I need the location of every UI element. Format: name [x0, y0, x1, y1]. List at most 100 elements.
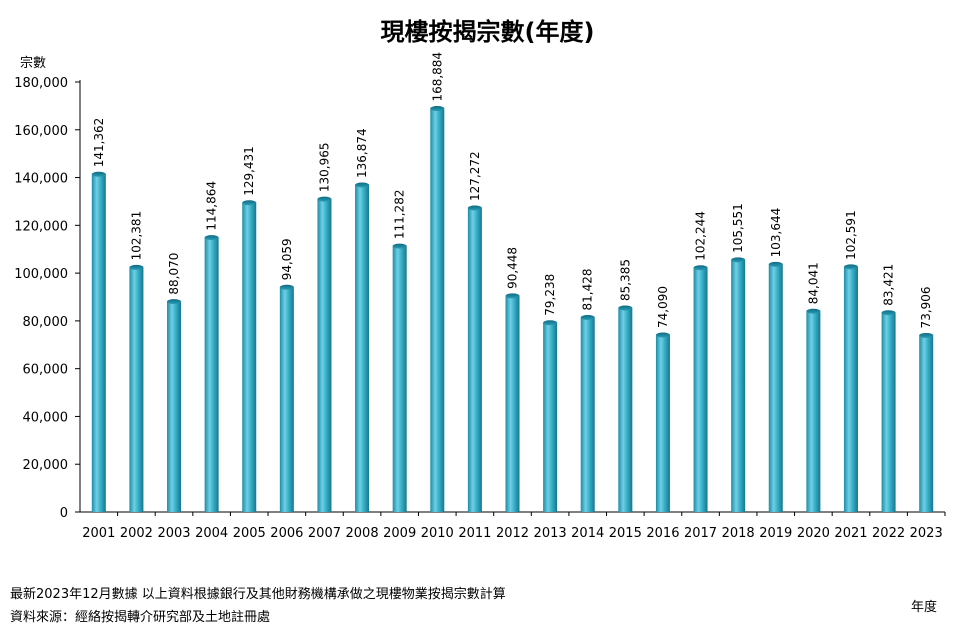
x-tick-label: 2015 [609, 526, 642, 541]
bar-2011 [467, 207, 482, 512]
bar-2002 [129, 267, 144, 512]
value-label-2003: 88,070 [167, 253, 181, 295]
value-label-2007: 130,965 [317, 143, 331, 193]
x-tick-label: 2001 [82, 526, 115, 541]
bar-cap-2014 [580, 314, 595, 320]
bar-cap-2013 [543, 320, 558, 326]
value-label-2009: 111,282 [393, 190, 407, 240]
y-tick-label: 0 [60, 506, 68, 521]
value-label-2019: 103,644 [769, 208, 783, 258]
bar-2023 [919, 335, 934, 512]
x-tick-label: 2008 [346, 526, 379, 541]
bar-2015 [618, 308, 633, 512]
bar-cap-2016 [655, 332, 670, 338]
bar-2016 [655, 335, 670, 512]
y-axis-label: 宗數 [20, 56, 47, 71]
y-tick-label: 160,000 [14, 124, 68, 139]
y-tick-label: 180,000 [14, 76, 68, 91]
bar-cap-2019 [768, 261, 783, 267]
footnote-source: 資料來源：經絡按揭轉介研究部及土地註冊處 [10, 610, 271, 625]
bar-cap-2001 [91, 171, 106, 177]
bar-cap-2022 [881, 310, 896, 316]
bar-cap-2011 [467, 205, 482, 211]
x-tick-label: 2004 [195, 526, 228, 541]
value-label-2023: 73,906 [919, 286, 933, 328]
x-tick-label: 2023 [910, 526, 943, 541]
x-tick-label: 2005 [233, 526, 266, 541]
x-tick-label: 2018 [722, 526, 755, 541]
bar-2022 [881, 312, 896, 512]
bar-2021 [843, 266, 858, 512]
x-tick-label: 2003 [157, 526, 190, 541]
x-tick-label: 2017 [684, 526, 717, 541]
bar-cap-2008 [355, 182, 370, 188]
value-label-2006: 94,059 [280, 238, 294, 280]
value-label-2004: 114,864 [205, 181, 219, 231]
x-tick-label: 2016 [646, 526, 679, 541]
bar-2018 [731, 259, 746, 512]
bar-cap-2015 [618, 305, 633, 311]
value-label-2010: 168,884 [430, 52, 444, 102]
x-tick-label: 2007 [308, 526, 341, 541]
bar-cap-2006 [279, 284, 294, 290]
x-tick-label: 2020 [797, 526, 830, 541]
bar-cap-2007 [317, 196, 332, 202]
y-tick-label: 20,000 [23, 458, 69, 473]
bar-cap-2009 [392, 243, 407, 249]
value-label-2018: 105,551 [731, 203, 745, 253]
bar-2008 [355, 185, 370, 512]
value-label-2014: 81,428 [581, 268, 595, 310]
value-label-2020: 84,041 [806, 262, 820, 304]
bar-2005 [242, 202, 257, 513]
bar-2020 [806, 311, 821, 512]
bar-cap-2005 [242, 200, 257, 206]
bar-cap-2020 [806, 308, 821, 314]
value-label-2022: 83,421 [882, 264, 896, 306]
bar-2010 [430, 108, 445, 513]
bar-cap-2012 [505, 293, 520, 299]
bar-2001 [91, 174, 106, 513]
value-label-2012: 90,448 [506, 247, 520, 289]
bar-cap-2004 [204, 235, 219, 241]
bar-cap-2023 [919, 332, 934, 338]
bar-2003 [167, 301, 182, 512]
y-tick-label: 120,000 [14, 219, 68, 234]
x-tick-label: 2021 [834, 526, 867, 541]
bar-2007 [317, 199, 332, 512]
x-tick-label: 2011 [458, 526, 491, 541]
value-label-2005: 129,431 [242, 146, 256, 196]
x-tick-label: 2014 [571, 526, 604, 541]
value-label-2016: 74,090 [656, 286, 670, 328]
footnote-data-source-basis: 最新2023年12月數據 以上資料根據銀行及其他財務機構承做之現樓物業按揭宗數計… [10, 587, 506, 602]
bar-2006 [279, 287, 294, 512]
value-label-2008: 136,874 [355, 128, 369, 178]
x-tick-label: 2012 [496, 526, 529, 541]
bar-cap-2017 [693, 265, 708, 271]
y-tick-label: 100,000 [14, 267, 68, 282]
bar-2004 [204, 237, 219, 512]
bar-cap-2003 [167, 299, 182, 305]
bar-cap-2002 [129, 264, 144, 270]
bar-cap-2021 [843, 264, 858, 270]
value-label-2017: 102,244 [694, 211, 708, 261]
y-tick-label: 80,000 [23, 315, 69, 330]
bar-cap-2010 [430, 106, 445, 112]
y-tick-label: 140,000 [14, 172, 68, 187]
bar-2012 [505, 295, 520, 512]
bar-2014 [580, 317, 595, 512]
bar-2019 [768, 264, 783, 512]
x-tick-label: 2006 [270, 526, 303, 541]
value-label-2001: 141,362 [92, 118, 106, 168]
x-tick-label: 2009 [383, 526, 416, 541]
x-tick-label: 2002 [120, 526, 153, 541]
value-label-2002: 102,381 [129, 211, 143, 261]
bar-2009 [392, 246, 407, 512]
x-tick-label: 2022 [872, 526, 905, 541]
y-tick-label: 60,000 [23, 363, 69, 378]
y-tick-label: 40,000 [23, 410, 69, 425]
x-tick-label: 2013 [534, 526, 567, 541]
chart-title: 現樓按揭宗數(年度) [380, 18, 595, 46]
x-tick-label: 2019 [759, 526, 792, 541]
bar-2017 [693, 267, 708, 512]
